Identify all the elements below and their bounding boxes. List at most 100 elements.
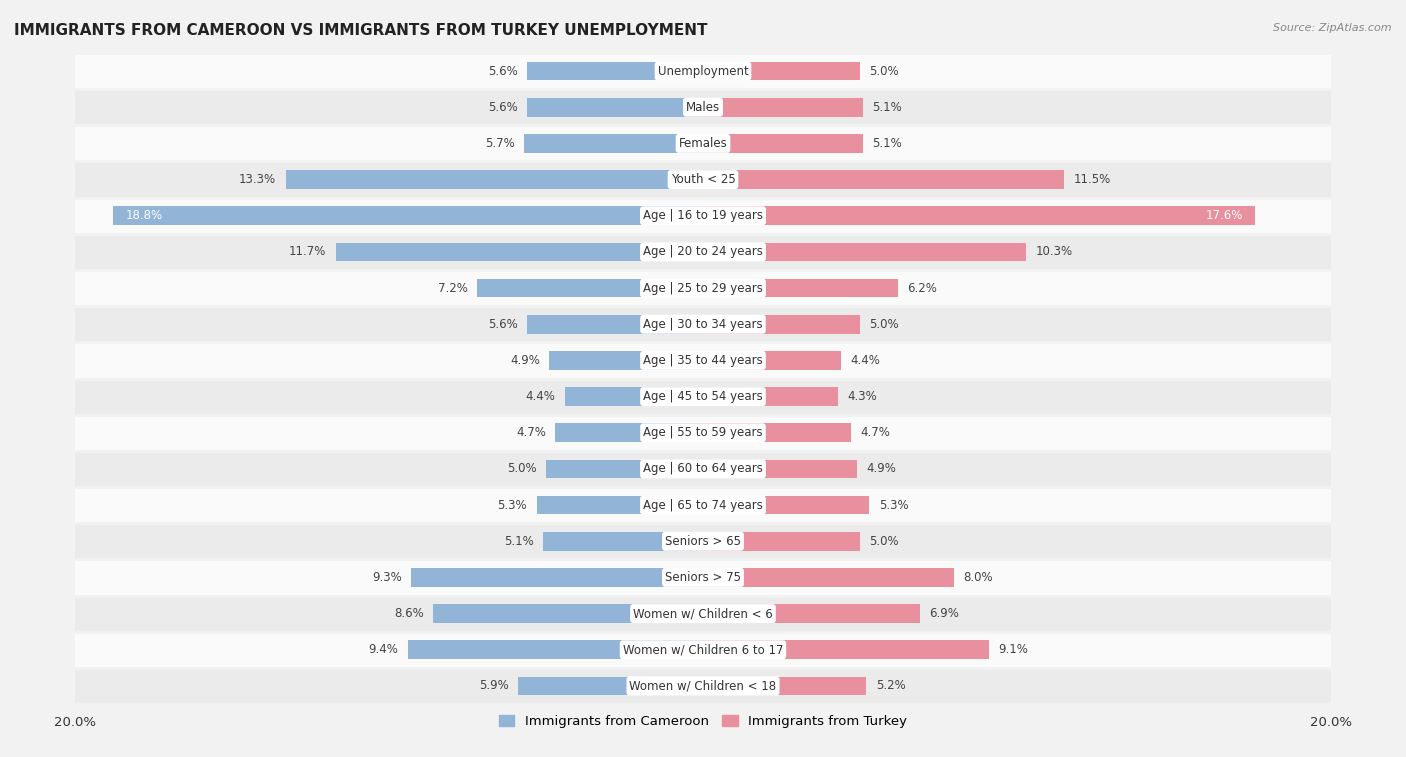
- Bar: [75, 415, 1331, 451]
- Text: Males: Males: [686, 101, 720, 114]
- Text: 5.0%: 5.0%: [869, 64, 898, 77]
- Legend: Immigrants from Cameroon, Immigrants from Turkey: Immigrants from Cameroon, Immigrants fro…: [494, 709, 912, 734]
- Bar: [527, 61, 703, 80]
- Text: 5.1%: 5.1%: [873, 137, 903, 150]
- Bar: [411, 568, 703, 587]
- Text: 6.2%: 6.2%: [907, 282, 936, 294]
- Text: Women w/ Children < 18: Women w/ Children < 18: [630, 680, 776, 693]
- Bar: [75, 342, 1331, 378]
- Text: Women w/ Children 6 to 17: Women w/ Children 6 to 17: [623, 643, 783, 656]
- Text: Age | 45 to 54 years: Age | 45 to 54 years: [643, 390, 763, 403]
- Bar: [703, 98, 863, 117]
- Bar: [408, 640, 703, 659]
- Bar: [703, 170, 1064, 189]
- Bar: [517, 677, 703, 696]
- Bar: [703, 351, 841, 370]
- Bar: [75, 668, 1331, 704]
- Text: Youth < 25: Youth < 25: [671, 173, 735, 186]
- Text: 9.3%: 9.3%: [373, 571, 402, 584]
- Text: 5.0%: 5.0%: [869, 318, 898, 331]
- Bar: [543, 532, 703, 550]
- Bar: [565, 387, 703, 406]
- Bar: [75, 53, 1331, 89]
- Text: 9.4%: 9.4%: [368, 643, 398, 656]
- Text: IMMIGRANTS FROM CAMEROON VS IMMIGRANTS FROM TURKEY UNEMPLOYMENT: IMMIGRANTS FROM CAMEROON VS IMMIGRANTS F…: [14, 23, 707, 38]
- Bar: [703, 423, 851, 442]
- Text: 18.8%: 18.8%: [125, 209, 163, 223]
- Text: Age | 20 to 24 years: Age | 20 to 24 years: [643, 245, 763, 258]
- Text: 5.3%: 5.3%: [879, 499, 908, 512]
- Text: 5.6%: 5.6%: [488, 64, 517, 77]
- Bar: [527, 315, 703, 334]
- Text: 5.0%: 5.0%: [869, 534, 898, 548]
- Bar: [75, 378, 1331, 415]
- Bar: [75, 631, 1331, 668]
- Text: 5.2%: 5.2%: [876, 680, 905, 693]
- Bar: [703, 134, 863, 153]
- Text: 8.0%: 8.0%: [963, 571, 993, 584]
- Text: 4.3%: 4.3%: [848, 390, 877, 403]
- Bar: [524, 134, 703, 153]
- Text: 4.9%: 4.9%: [510, 354, 540, 367]
- Text: 4.4%: 4.4%: [851, 354, 880, 367]
- Text: Age | 25 to 29 years: Age | 25 to 29 years: [643, 282, 763, 294]
- Bar: [537, 496, 703, 515]
- Bar: [703, 677, 866, 696]
- Bar: [112, 207, 703, 225]
- Bar: [285, 170, 703, 189]
- Bar: [703, 459, 856, 478]
- Text: Females: Females: [679, 137, 727, 150]
- Bar: [75, 596, 1331, 631]
- Bar: [703, 61, 860, 80]
- Text: 9.1%: 9.1%: [998, 643, 1028, 656]
- Text: 5.1%: 5.1%: [503, 534, 533, 548]
- Text: Age | 55 to 59 years: Age | 55 to 59 years: [643, 426, 763, 439]
- Bar: [75, 451, 1331, 487]
- Text: 11.7%: 11.7%: [290, 245, 326, 258]
- Text: 13.3%: 13.3%: [239, 173, 276, 186]
- Bar: [75, 126, 1331, 161]
- Bar: [703, 207, 1256, 225]
- Text: 8.6%: 8.6%: [394, 607, 423, 620]
- Text: 5.1%: 5.1%: [873, 101, 903, 114]
- Bar: [75, 306, 1331, 342]
- Text: 4.9%: 4.9%: [866, 463, 896, 475]
- Text: 6.9%: 6.9%: [929, 607, 959, 620]
- Bar: [550, 351, 703, 370]
- Text: Unemployment: Unemployment: [658, 64, 748, 77]
- Bar: [75, 487, 1331, 523]
- Bar: [477, 279, 703, 298]
- Bar: [703, 532, 860, 550]
- Bar: [703, 604, 920, 623]
- Bar: [527, 98, 703, 117]
- Bar: [703, 568, 955, 587]
- Bar: [75, 161, 1331, 198]
- Text: Age | 16 to 19 years: Age | 16 to 19 years: [643, 209, 763, 223]
- Bar: [336, 242, 703, 261]
- Text: 4.4%: 4.4%: [526, 390, 555, 403]
- Bar: [75, 234, 1331, 270]
- Bar: [75, 523, 1331, 559]
- Text: 5.3%: 5.3%: [498, 499, 527, 512]
- Bar: [703, 496, 869, 515]
- Text: 5.6%: 5.6%: [488, 318, 517, 331]
- Text: Women w/ Children < 6: Women w/ Children < 6: [633, 607, 773, 620]
- Text: Seniors > 75: Seniors > 75: [665, 571, 741, 584]
- Text: 11.5%: 11.5%: [1073, 173, 1111, 186]
- Bar: [555, 423, 703, 442]
- Bar: [703, 279, 897, 298]
- Text: Age | 30 to 34 years: Age | 30 to 34 years: [643, 318, 763, 331]
- Text: Age | 60 to 64 years: Age | 60 to 64 years: [643, 463, 763, 475]
- Bar: [703, 242, 1026, 261]
- Text: 5.9%: 5.9%: [478, 680, 509, 693]
- Bar: [75, 198, 1331, 234]
- Bar: [75, 559, 1331, 596]
- Text: 4.7%: 4.7%: [516, 426, 546, 439]
- Text: Age | 65 to 74 years: Age | 65 to 74 years: [643, 499, 763, 512]
- Bar: [75, 270, 1331, 306]
- Bar: [703, 640, 988, 659]
- Text: 10.3%: 10.3%: [1036, 245, 1073, 258]
- Text: 4.7%: 4.7%: [860, 426, 890, 439]
- Bar: [75, 89, 1331, 126]
- Text: 5.7%: 5.7%: [485, 137, 515, 150]
